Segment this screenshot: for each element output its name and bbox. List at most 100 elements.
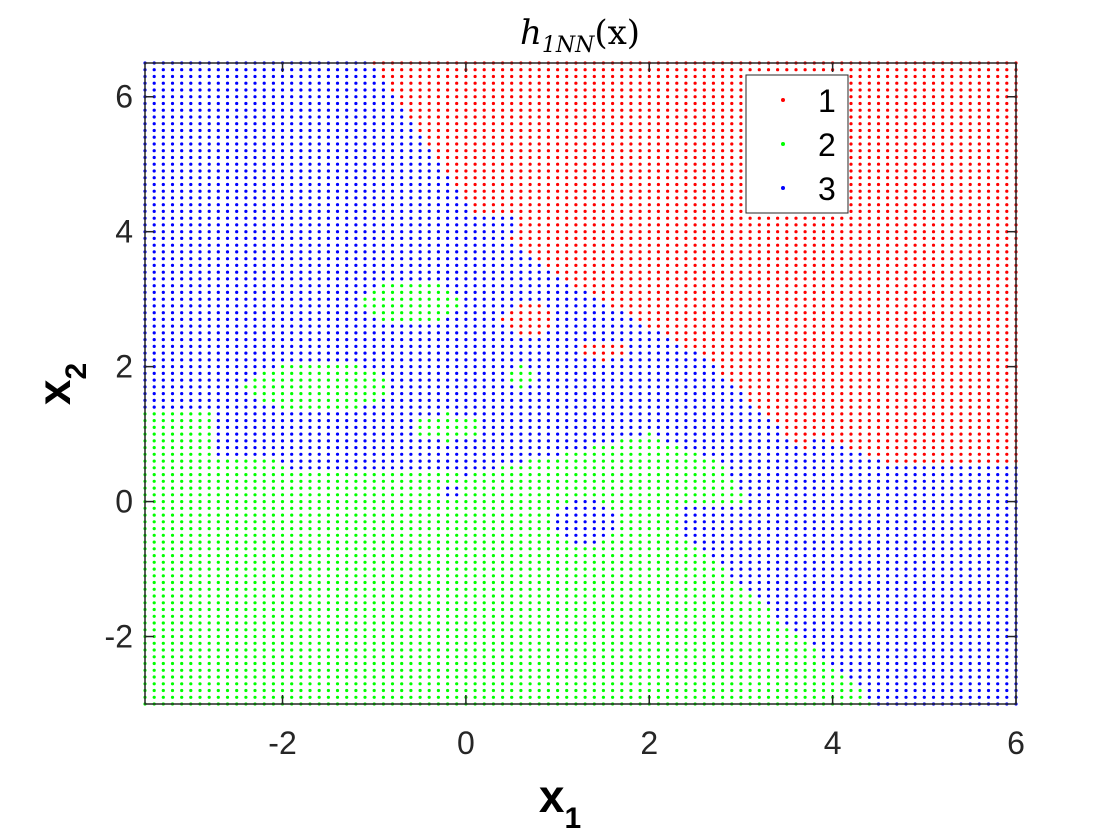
grid-point <box>565 513 569 517</box>
grid-point <box>556 317 560 321</box>
grid-point <box>308 425 312 429</box>
grid-point <box>225 311 230 315</box>
grid-point <box>354 655 358 659</box>
grid-point <box>345 655 349 659</box>
grid-point <box>299 554 303 558</box>
grid-point <box>464 655 468 659</box>
grid-point <box>262 506 266 510</box>
grid-point <box>326 257 330 261</box>
grid-point <box>262 452 266 456</box>
grid-point <box>501 425 505 429</box>
grid-point <box>446 236 450 240</box>
grid-point <box>583 324 587 328</box>
grid-point <box>381 520 385 524</box>
grid-point <box>611 216 615 220</box>
grid-point <box>290 128 294 133</box>
grid-point <box>308 560 312 564</box>
grid-point <box>482 88 486 92</box>
grid-point <box>537 547 541 551</box>
grid-point <box>290 587 294 591</box>
grid-point <box>556 378 560 382</box>
grid-point <box>409 203 413 207</box>
grid-point <box>317 547 321 551</box>
grid-point <box>326 601 330 605</box>
grid-point <box>583 466 587 470</box>
grid-point <box>409 452 413 456</box>
grid-point <box>299 176 303 180</box>
grid-point <box>501 398 505 402</box>
grid-point <box>271 614 275 618</box>
grid-point <box>528 641 532 645</box>
grid-point <box>207 419 211 423</box>
grid-point <box>299 527 303 531</box>
grid-point <box>592 236 596 240</box>
grid-point <box>225 446 230 450</box>
grid-point <box>290 88 294 92</box>
grid-point <box>565 263 569 267</box>
grid-point <box>390 607 395 612</box>
grid-point <box>583 459 587 463</box>
grid-point <box>363 95 367 99</box>
grid-point <box>280 317 285 321</box>
grid-point <box>198 331 202 335</box>
grid-point <box>574 135 578 139</box>
grid-point <box>436 128 440 133</box>
grid-point <box>519 506 523 510</box>
grid-point <box>473 655 477 659</box>
grid-point <box>207 250 211 254</box>
grid-point <box>244 661 248 666</box>
grid-point <box>216 135 220 139</box>
grid-point <box>216 473 220 477</box>
grid-point <box>372 432 376 436</box>
grid-point <box>308 567 312 571</box>
grid-point <box>225 513 230 517</box>
grid-point <box>409 277 413 281</box>
grid-point <box>363 432 367 436</box>
grid-point <box>335 209 340 213</box>
grid-point <box>583 128 587 133</box>
grid-point <box>464 439 468 443</box>
grid-point <box>601 527 606 531</box>
grid-point <box>546 257 551 261</box>
grid-point <box>556 196 560 200</box>
grid-point <box>262 500 266 504</box>
grid-point <box>326 412 330 416</box>
grid-point <box>556 351 560 355</box>
grid-point <box>244 500 248 504</box>
grid-point <box>501 74 505 79</box>
grid-point <box>326 317 330 321</box>
grid-point <box>446 169 450 173</box>
grid-point <box>207 142 211 146</box>
grid-point <box>565 81 569 85</box>
grid-point <box>225 574 230 578</box>
grid-point <box>418 230 422 234</box>
grid-point <box>244 324 248 328</box>
grid-point <box>152 88 156 92</box>
grid-point <box>271 128 275 133</box>
grid-point <box>556 425 560 429</box>
grid-point <box>546 74 551 79</box>
grid-point <box>574 270 578 274</box>
grid-point <box>262 398 266 402</box>
grid-point <box>262 216 266 220</box>
grid-point <box>491 513 495 517</box>
grid-point <box>501 236 505 240</box>
grid-point <box>253 466 257 470</box>
grid-point <box>510 270 514 274</box>
grid-point <box>390 398 395 402</box>
grid-point <box>491 446 495 450</box>
grid-point <box>556 392 560 396</box>
grid-point <box>537 439 541 443</box>
grid-point <box>207 176 211 180</box>
grid-point <box>482 520 486 524</box>
grid-point <box>253 277 257 281</box>
grid-point <box>299 236 303 240</box>
grid-point <box>409 405 413 409</box>
grid-point <box>235 634 239 639</box>
grid-point <box>611 493 615 497</box>
grid-point <box>216 311 220 315</box>
grid-point <box>189 385 193 389</box>
grid-point <box>235 196 239 200</box>
grid-point <box>280 101 285 106</box>
grid-point <box>565 520 569 524</box>
